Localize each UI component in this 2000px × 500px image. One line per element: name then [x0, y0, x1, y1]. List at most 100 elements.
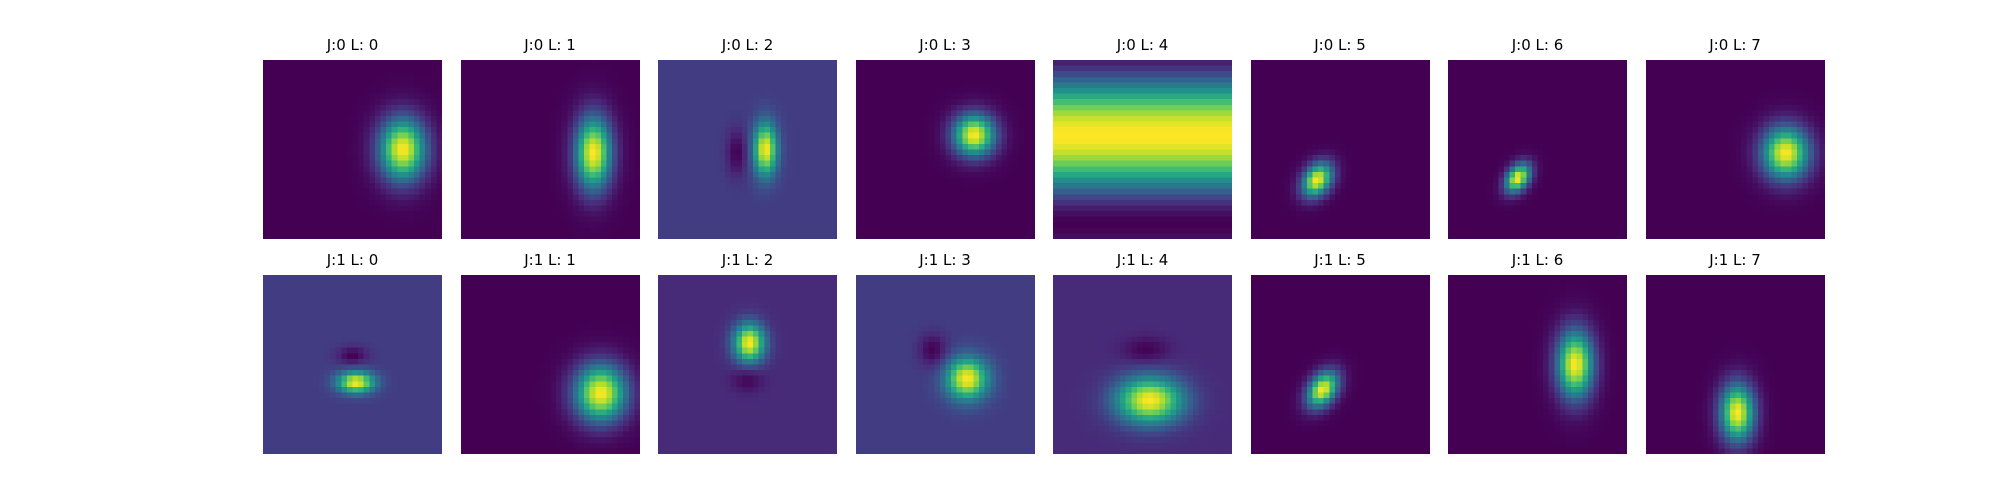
heatmap-cell	[527, 211, 534, 217]
heatmap-cell	[279, 188, 286, 195]
heatmap-cell	[1226, 171, 1232, 178]
heatmap-cell	[719, 199, 726, 206]
heatmap-cell	[1058, 166, 1065, 172]
heatmap-cell	[786, 138, 793, 145]
heatmap-cell	[877, 121, 884, 128]
heatmap-cell	[1136, 166, 1143, 172]
heatmap-cell	[274, 194, 280, 200]
heatmap-cell	[1092, 60, 1098, 66]
heatmap-cell	[397, 115, 403, 122]
heatmap-cell	[374, 138, 381, 145]
heatmap-cell	[430, 149, 437, 156]
heatmap-cell	[877, 149, 884, 156]
heatmap-cell	[1159, 60, 1165, 66]
heatmap-cell	[736, 216, 743, 223]
heatmap-cell	[425, 104, 431, 111]
heatmap-cell	[1097, 76, 1104, 83]
heatmap-cell	[736, 143, 743, 150]
heatmap-cell	[814, 227, 821, 234]
heatmap-cell	[872, 143, 878, 150]
heatmap-cell	[1080, 183, 1087, 189]
heatmap-cell	[1075, 183, 1082, 189]
heatmap-cell	[330, 65, 336, 72]
heatmap-cell	[296, 216, 303, 223]
heatmap-cell	[533, 205, 539, 212]
heatmap-cell	[719, 82, 726, 89]
heatmap-cell	[488, 104, 495, 111]
heatmap-cell	[1080, 93, 1087, 100]
heatmap-cell	[803, 227, 810, 234]
heatmap-cell	[1064, 93, 1070, 100]
heatmap-cell	[674, 76, 681, 83]
heatmap-cell	[505, 65, 511, 72]
heatmap-cell	[477, 121, 483, 128]
heatmap-cell	[769, 71, 776, 77]
heatmap-cell	[967, 194, 974, 200]
heatmap-cell	[674, 82, 681, 89]
heatmap-cell	[894, 99, 901, 105]
heatmap-cell	[566, 183, 573, 189]
heatmap-cell	[307, 205, 314, 212]
heatmap-cell	[605, 149, 612, 156]
heatmap-cell	[900, 82, 906, 89]
heatmap-cell	[397, 65, 403, 72]
heatmap-cell	[1023, 205, 1030, 212]
heatmap-cell	[374, 194, 381, 200]
heatmap-cell	[939, 87, 946, 94]
heatmap-cell	[911, 160, 918, 167]
heatmap-cell	[1097, 115, 1104, 122]
heatmap-cell	[719, 233, 726, 239]
heatmap-cell	[674, 138, 681, 145]
heatmap-cell	[633, 99, 640, 105]
heatmap-cell	[883, 183, 890, 189]
heatmap-cell	[1028, 82, 1035, 89]
heatmap-cell	[482, 188, 489, 195]
heatmap-cell	[764, 233, 770, 239]
heatmap-cell	[363, 71, 370, 77]
heatmap-cell	[883, 155, 890, 161]
heatmap-cell	[1226, 99, 1232, 105]
heatmap-cell	[358, 160, 364, 167]
heatmap-cell	[1064, 87, 1070, 94]
heatmap-cell	[1114, 127, 1121, 133]
heatmap-cell	[402, 104, 409, 111]
heatmap-cell	[633, 160, 640, 167]
heatmap-cell	[1086, 155, 1093, 161]
heatmap-cell	[482, 166, 489, 172]
heatmap-cell	[1097, 71, 1104, 77]
heatmap-cell	[872, 127, 878, 133]
heatmap-cell	[611, 110, 618, 117]
heatmap-cell	[922, 194, 929, 200]
heatmap-cell	[544, 222, 551, 228]
heatmap-cell	[436, 143, 442, 150]
heatmap-cell	[313, 155, 320, 161]
heatmap-cell	[358, 227, 364, 234]
heatmap-cell	[820, 138, 826, 145]
heatmap-cell	[527, 104, 534, 111]
heatmap-cell	[1000, 60, 1007, 66]
heatmap-cell	[1176, 87, 1182, 94]
heatmap-cell	[482, 71, 489, 77]
heatmap-cell	[1187, 149, 1193, 156]
heatmap-cell	[1017, 99, 1024, 105]
heatmap-cell	[945, 65, 951, 72]
heatmap-cell	[460, 71, 467, 77]
heatmap-cell	[1131, 143, 1138, 150]
heatmap-cell	[1181, 155, 1188, 161]
heatmap-cell	[617, 149, 623, 156]
heatmap-cell	[522, 115, 528, 122]
heatmap-cell	[831, 155, 837, 161]
heatmap-cell	[1092, 132, 1098, 139]
heatmap-cell	[894, 132, 901, 139]
heatmap-cell	[1131, 188, 1138, 195]
heatmap-cell	[820, 71, 826, 77]
heatmap-cell	[1023, 138, 1030, 145]
heatmap-cell	[736, 104, 743, 111]
heatmap-cell	[594, 110, 601, 117]
heatmap-cell	[600, 166, 607, 172]
heatmap-cell	[268, 211, 275, 217]
heatmap-cell	[628, 65, 635, 72]
heatmap-cell	[972, 127, 979, 133]
heatmap-cell	[611, 132, 618, 139]
heatmap-cell	[290, 99, 297, 105]
